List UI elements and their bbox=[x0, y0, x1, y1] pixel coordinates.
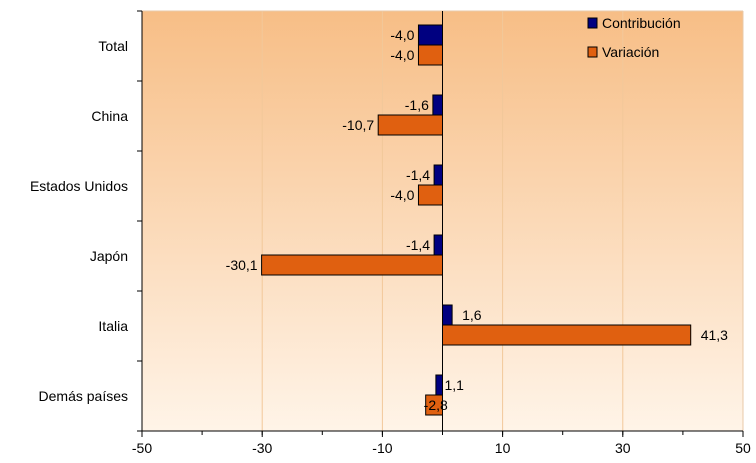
category-label: Demás países bbox=[39, 388, 128, 404]
data-label: -4,0 bbox=[390, 27, 414, 43]
legend-swatch bbox=[587, 46, 598, 58]
legend-label: Contribución bbox=[602, 15, 681, 31]
category-label: China bbox=[91, 108, 128, 124]
bar-contribucion bbox=[442, 304, 453, 326]
x-tick-label: 10 bbox=[495, 440, 511, 456]
data-label: -4,0 bbox=[390, 187, 414, 203]
data-label: -1,6 bbox=[405, 97, 429, 113]
legend-label: Variación bbox=[602, 44, 659, 60]
data-label: 1,1 bbox=[445, 377, 465, 393]
bar-contribucion bbox=[432, 94, 444, 116]
legend: Contribución Variación bbox=[587, 15, 681, 60]
bar-contribucion bbox=[433, 234, 443, 256]
data-label: -30,1 bbox=[226, 257, 258, 273]
data-label: -4,0 bbox=[390, 47, 414, 63]
bar-variacion bbox=[417, 184, 443, 206]
x-tick-label: -50 bbox=[132, 440, 152, 456]
data-label: -10,7 bbox=[342, 117, 374, 133]
category-label: Japón bbox=[90, 248, 128, 264]
bar-variacion bbox=[425, 394, 443, 416]
x-tick-label: 30 bbox=[615, 440, 631, 456]
bar-contribucion bbox=[417, 24, 443, 46]
data-label: 1,6 bbox=[462, 307, 482, 323]
bar-variacion bbox=[377, 114, 443, 136]
bars bbox=[261, 24, 692, 416]
data-label: 41,3 bbox=[701, 327, 728, 343]
bar-variacion bbox=[417, 44, 443, 66]
legend-swatch bbox=[587, 17, 598, 29]
axes: -50 -30 -10 10 30 50 Total China Estados Unidos J… bbox=[30, 10, 751, 456]
bar-variacion bbox=[261, 254, 443, 276]
data-label: -2,8 bbox=[424, 397, 448, 413]
x-tick-label: 50 bbox=[735, 440, 751, 456]
gridlines bbox=[261, 11, 624, 431]
bar-variacion bbox=[442, 324, 692, 346]
data-label: -1,4 bbox=[406, 237, 430, 253]
x-tick-label: -10 bbox=[372, 440, 392, 456]
category-label: Total bbox=[98, 38, 128, 54]
x-tick-label: -30 bbox=[252, 440, 272, 456]
category-label: Italia bbox=[98, 318, 128, 334]
bar-contribucion bbox=[433, 164, 443, 186]
bar-contribucion bbox=[435, 374, 444, 396]
data-labels: -4,0 -1,6 -1,4 -1,4 1,6 1,1 -4,0 -10,7 -4,0 -30,1… bbox=[226, 27, 728, 413]
category-label: Estados Unidos bbox=[30, 178, 128, 194]
data-label: -1,4 bbox=[406, 167, 430, 183]
